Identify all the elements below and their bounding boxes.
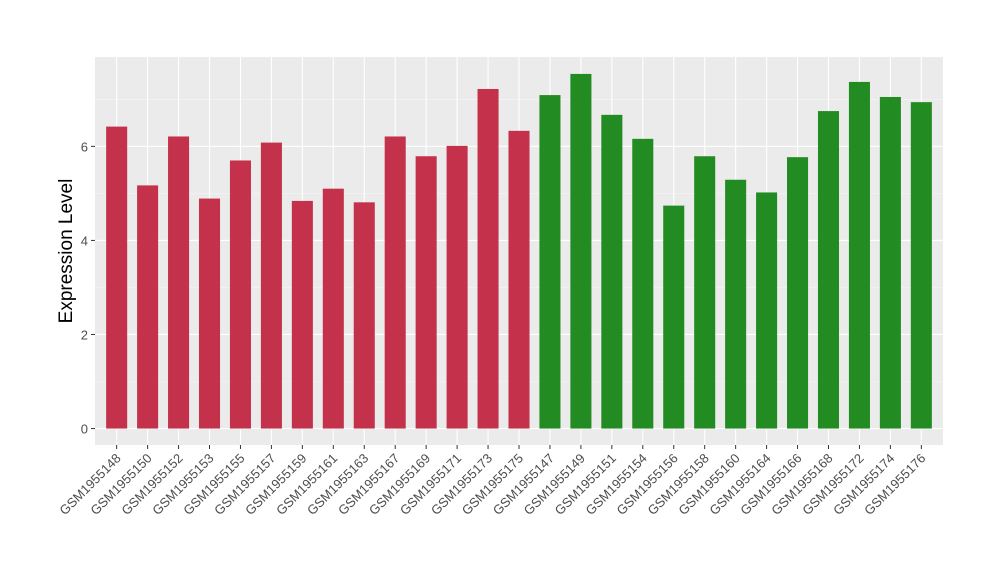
bar-GSM1955167 (384, 136, 406, 429)
bar-GSM1955174 (879, 96, 901, 429)
y-axis: 0 2 4 6 (81, 139, 95, 437)
x-axis: GSM1955148GSM1955150GSM1955152GSM1955153… (56, 445, 928, 518)
bar-GSM1955175 (508, 130, 530, 429)
bar-GSM1955149 (570, 73, 592, 429)
bar-GSM1955156 (663, 205, 685, 429)
y-tick-label: 4 (81, 233, 88, 248)
bar-GSM1955163 (353, 202, 375, 429)
bar-GSM1955164 (756, 192, 778, 429)
bar-GSM1955154 (632, 138, 654, 429)
bar-GSM1955157 (260, 142, 282, 429)
bar-GSM1955168 (817, 111, 840, 429)
bar-GSM1955159 (291, 200, 313, 429)
bar-GSM1955158 (694, 156, 716, 429)
y-axis-title: Expression Level (56, 179, 77, 324)
bar-GSM1955172 (848, 81, 870, 429)
y-tick-label: 0 (81, 422, 88, 437)
bar-GSM1955176 (910, 102, 932, 429)
bar-GSM1955148 (106, 126, 128, 429)
bar-GSM1955150 (137, 185, 159, 429)
bar-GSM1955147 (539, 95, 561, 429)
bar-GSM1955173 (477, 88, 499, 429)
bar-GSM1955169 (415, 156, 437, 429)
y-tick-label: 2 (81, 327, 88, 342)
bars-group (106, 73, 932, 429)
bar-GSM1955160 (725, 179, 747, 429)
bar-GSM1955166 (787, 157, 809, 429)
bar-GSM1955155 (229, 160, 251, 429)
bar-GSM1955152 (168, 136, 190, 429)
y-tick-label: 6 (81, 139, 88, 154)
bar-GSM1955153 (198, 198, 221, 429)
bar-GSM1955161 (322, 188, 344, 429)
bar-GSM1955171 (446, 145, 468, 429)
bar-GSM1955151 (601, 114, 623, 429)
